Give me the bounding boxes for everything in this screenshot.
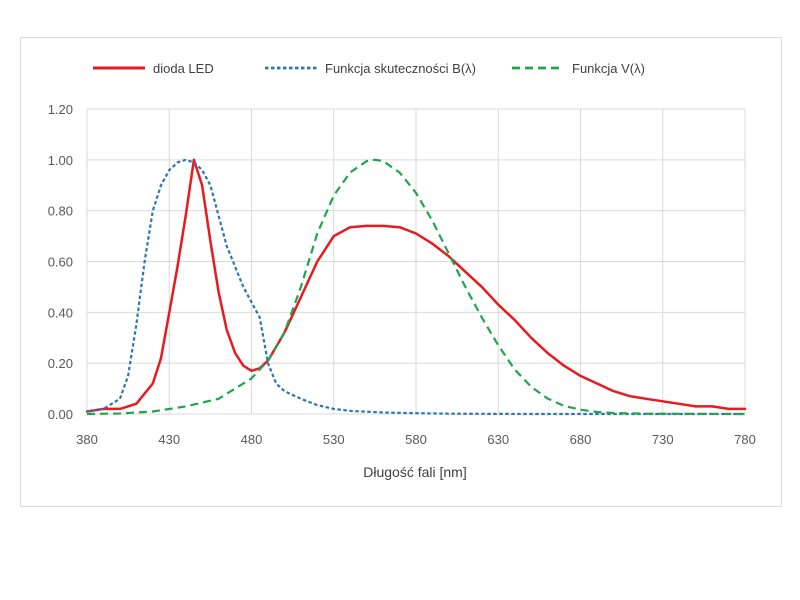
- x-tick-label: 680: [570, 432, 592, 447]
- x-tick-label: 380: [76, 432, 98, 447]
- x-tick-label: 730: [652, 432, 674, 447]
- y-tick-label: 0.60: [48, 255, 73, 270]
- chart-frame: [20, 37, 782, 507]
- x-tick-label: 430: [158, 432, 180, 447]
- x-tick-label: 630: [487, 432, 509, 447]
- y-tick-label: 1.20: [48, 102, 73, 117]
- legend-label-1: dioda LED: [153, 61, 214, 76]
- y-tick-label: 0.00: [48, 407, 73, 422]
- y-tick-label: 0.20: [48, 356, 73, 371]
- legend-label-2: Funkcja skuteczności B(λ): [325, 61, 476, 76]
- series-line-2: [86, 158, 745, 416]
- x-tick-label: 530: [323, 432, 345, 447]
- x-tick-label: 480: [241, 432, 263, 447]
- x-tick-label: 580: [405, 432, 427, 447]
- legend-label-3: Funkcja V(λ): [572, 61, 645, 76]
- x-axis-title: Długość fali [nm]: [363, 464, 466, 480]
- y-tick-label: 0.80: [48, 204, 73, 219]
- y-tick-label: 0.40: [48, 305, 73, 320]
- series-line-3: [86, 158, 746, 416]
- series-line-1: [85, 158, 747, 413]
- x-tick-label: 780: [734, 432, 756, 447]
- y-tick-label: 1.00: [48, 153, 73, 168]
